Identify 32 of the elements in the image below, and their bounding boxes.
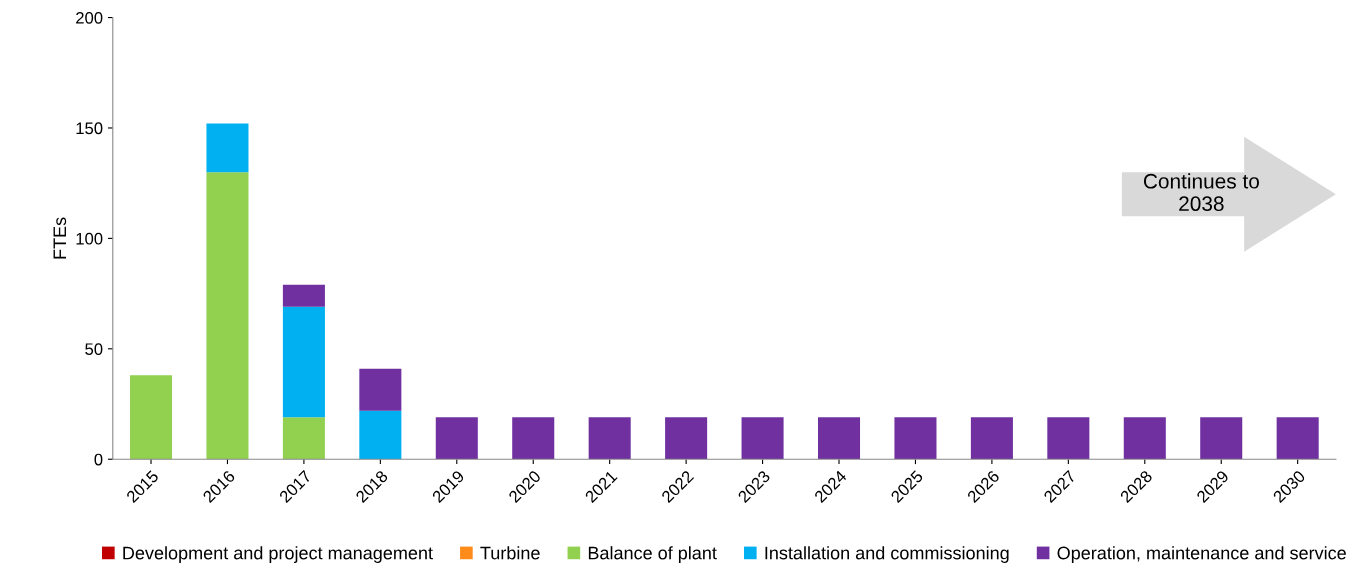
y-tick-label: 50 [85, 343, 103, 356]
bar [1200, 417, 1243, 460]
bar [512, 417, 555, 460]
bar [359, 410, 402, 460]
y-axis-title: FTEs [53, 217, 67, 259]
y-tick-label: 200 [76, 11, 103, 24]
bar [282, 284, 325, 307]
y-tick-label: 150 [76, 122, 103, 135]
bar [282, 417, 325, 460]
y-tick-label: 100 [76, 232, 103, 245]
y-tick-label: 0 [94, 453, 103, 466]
bar [206, 123, 249, 173]
bar [894, 417, 937, 460]
bar [130, 375, 173, 460]
bar [817, 417, 861, 460]
bar [435, 417, 478, 460]
bar [1276, 417, 1319, 460]
legend-label: Balance of plant [588, 546, 717, 563]
legend-label: Installation and commissioning [765, 546, 1009, 563]
legend-label: Operation, maintenance and service [1057, 546, 1346, 563]
bar [588, 417, 631, 460]
legend-label: Development and project management [123, 546, 433, 563]
bar [1047, 417, 1090, 460]
legend-label: Turbine [480, 546, 540, 560]
bar [970, 417, 1013, 460]
bar [282, 306, 325, 418]
bar [206, 172, 249, 460]
bar [359, 368, 402, 411]
annotation: Continues to 2038 [1143, 173, 1259, 212]
bar [665, 417, 708, 460]
bar [1123, 417, 1166, 460]
bar [741, 417, 784, 460]
